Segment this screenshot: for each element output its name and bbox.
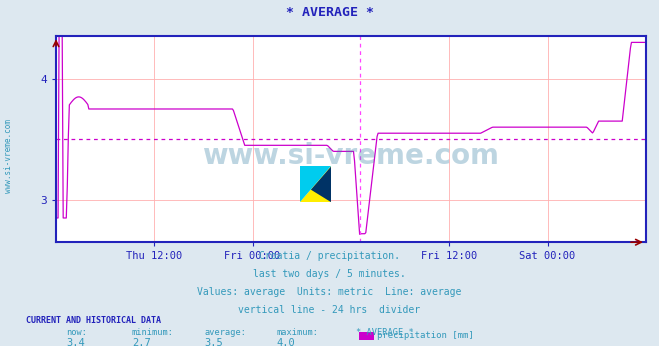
Text: www.si-vreme.com: www.si-vreme.com [4, 119, 13, 193]
Text: precipitation [mm]: precipitation [mm] [377, 331, 474, 340]
Polygon shape [300, 166, 331, 202]
Text: * AVERAGE *: * AVERAGE * [356, 328, 414, 337]
Text: * AVERAGE *: * AVERAGE * [285, 6, 374, 19]
Text: average:: average: [204, 328, 246, 337]
Text: www.si-vreme.com: www.si-vreme.com [202, 142, 500, 170]
Text: now:: now: [66, 328, 87, 337]
Text: 3.5: 3.5 [204, 338, 223, 346]
Text: maximum:: maximum: [277, 328, 319, 337]
Text: 4.0: 4.0 [277, 338, 295, 346]
Text: last two days / 5 minutes.: last two days / 5 minutes. [253, 269, 406, 279]
Text: 3.4: 3.4 [66, 338, 84, 346]
Text: 2.7: 2.7 [132, 338, 150, 346]
Text: CURRENT AND HISTORICAL DATA: CURRENT AND HISTORICAL DATA [26, 316, 161, 325]
Polygon shape [300, 166, 331, 202]
Text: Values: average  Units: metric  Line: average: Values: average Units: metric Line: aver… [197, 287, 462, 297]
Polygon shape [311, 166, 331, 202]
Text: vertical line - 24 hrs  divider: vertical line - 24 hrs divider [239, 305, 420, 315]
Text: minimum:: minimum: [132, 328, 174, 337]
Text: Croatia / precipitation.: Croatia / precipitation. [259, 251, 400, 261]
